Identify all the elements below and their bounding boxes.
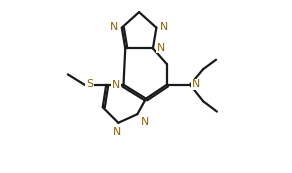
Text: N: N [112,80,120,90]
Text: N: N [160,22,168,32]
Text: N: N [140,117,149,127]
Text: N: N [192,79,200,89]
Text: S: S [86,79,93,89]
Text: N: N [113,127,121,137]
Text: N: N [110,22,118,32]
Text: N: N [157,43,165,53]
